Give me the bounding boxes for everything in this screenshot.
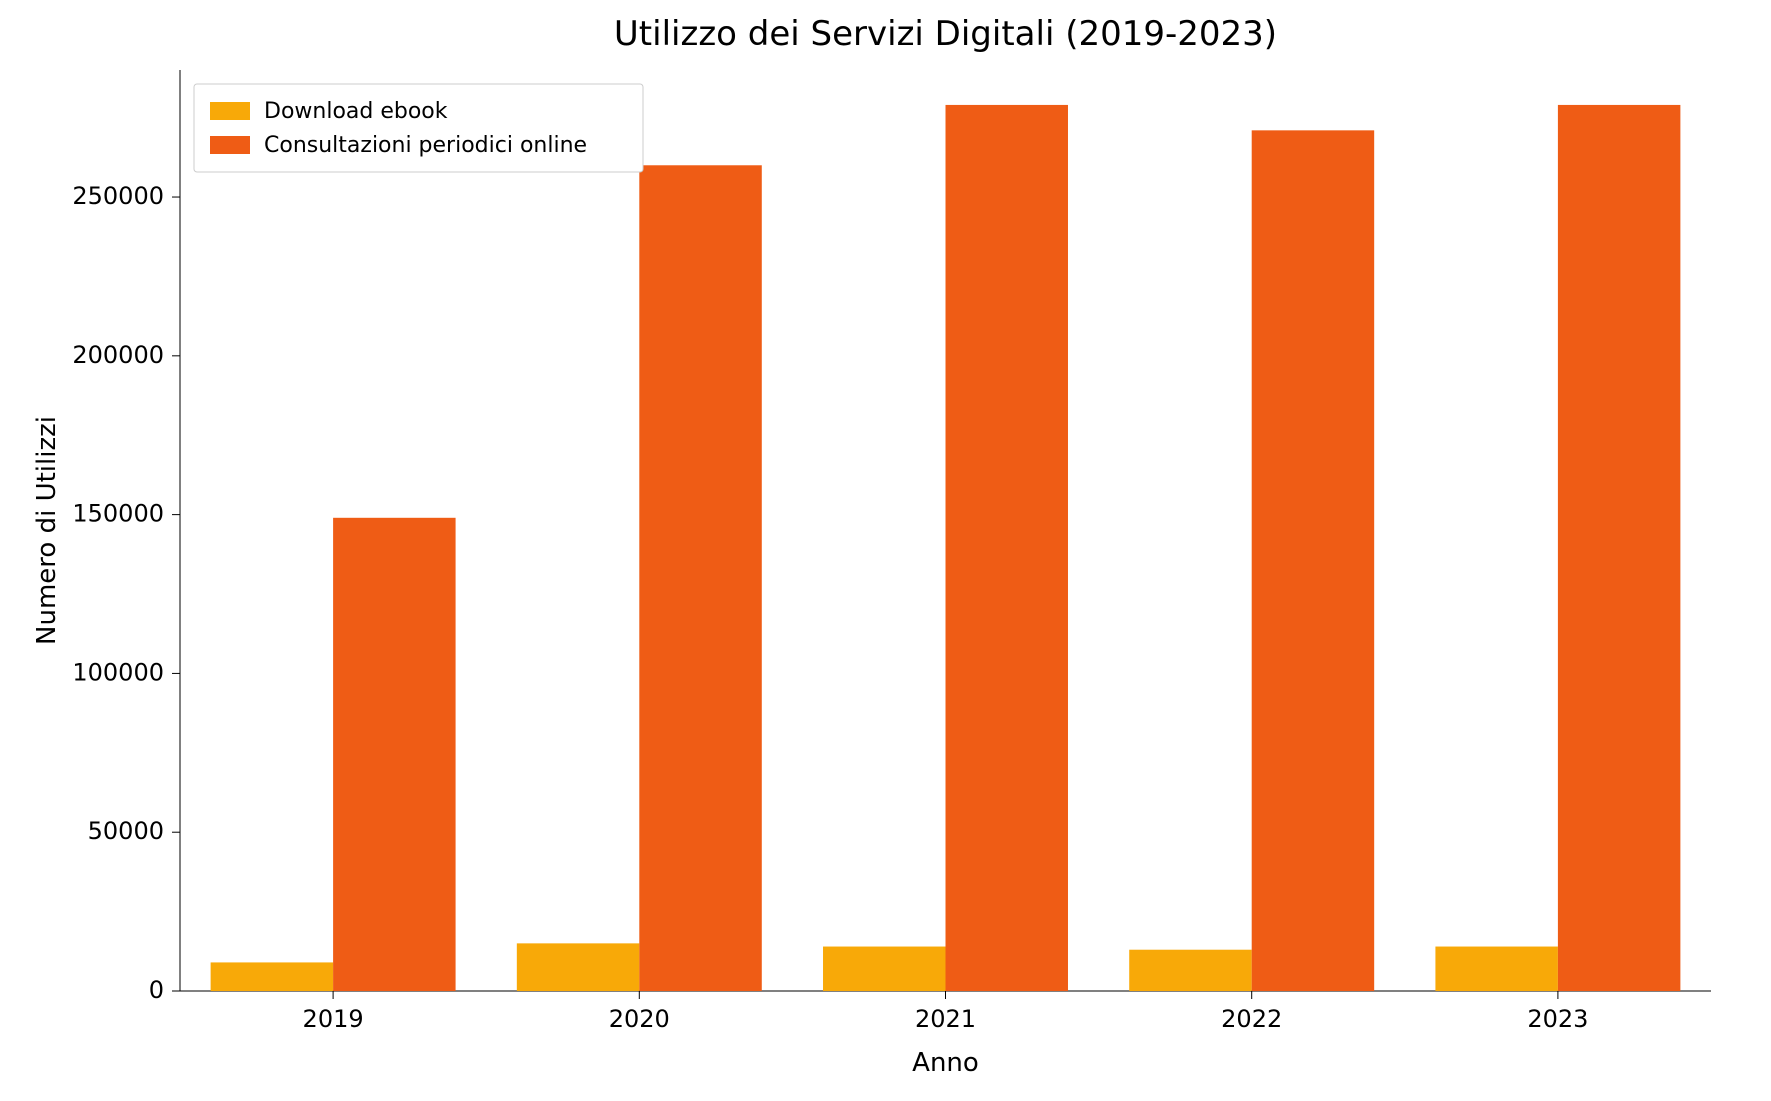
y-tick-label: 200000 <box>72 341 164 369</box>
y-tick-label: 150000 <box>72 500 164 528</box>
y-axis-label: Numero di Utilizzi <box>32 416 62 645</box>
legend-swatch <box>210 136 250 154</box>
chart-title: Utilizzo dei Servizi Digitali (2019-2023… <box>614 14 1277 54</box>
chart-container: 0 50000 100000 150000 200000 250000 2019 2020 20… <box>0 0 1771 1101</box>
y-tick-label: 50000 <box>88 817 164 845</box>
bar <box>1558 105 1680 991</box>
bar-chart: 0 50000 100000 150000 200000 250000 2019 2020 20… <box>0 0 1771 1101</box>
legend-label: Consultazioni periodici online <box>264 133 587 158</box>
bar <box>517 943 639 991</box>
bar <box>333 518 455 991</box>
bar <box>1252 130 1374 991</box>
bar <box>211 962 333 991</box>
x-tick-label: 2023 <box>1527 1005 1588 1033</box>
bar <box>946 105 1068 991</box>
legend <box>194 84 643 172</box>
bar <box>1129 950 1251 991</box>
x-tick-label: 2022 <box>1221 1005 1282 1033</box>
bar <box>823 947 945 991</box>
legend-label: Download ebook <box>264 99 448 124</box>
legend-swatch <box>210 102 250 120</box>
x-tick-label: 2020 <box>609 1005 670 1033</box>
x-tick-label: 2019 <box>303 1005 364 1033</box>
y-tick-label: 250000 <box>72 182 164 210</box>
x-tick-label: 2021 <box>915 1005 976 1033</box>
bar <box>1435 947 1557 991</box>
x-axis-label: Anno <box>912 1048 979 1078</box>
bar <box>639 165 761 991</box>
y-tick-label: 100000 <box>72 658 164 686</box>
y-tick-label: 0 <box>149 976 164 1004</box>
